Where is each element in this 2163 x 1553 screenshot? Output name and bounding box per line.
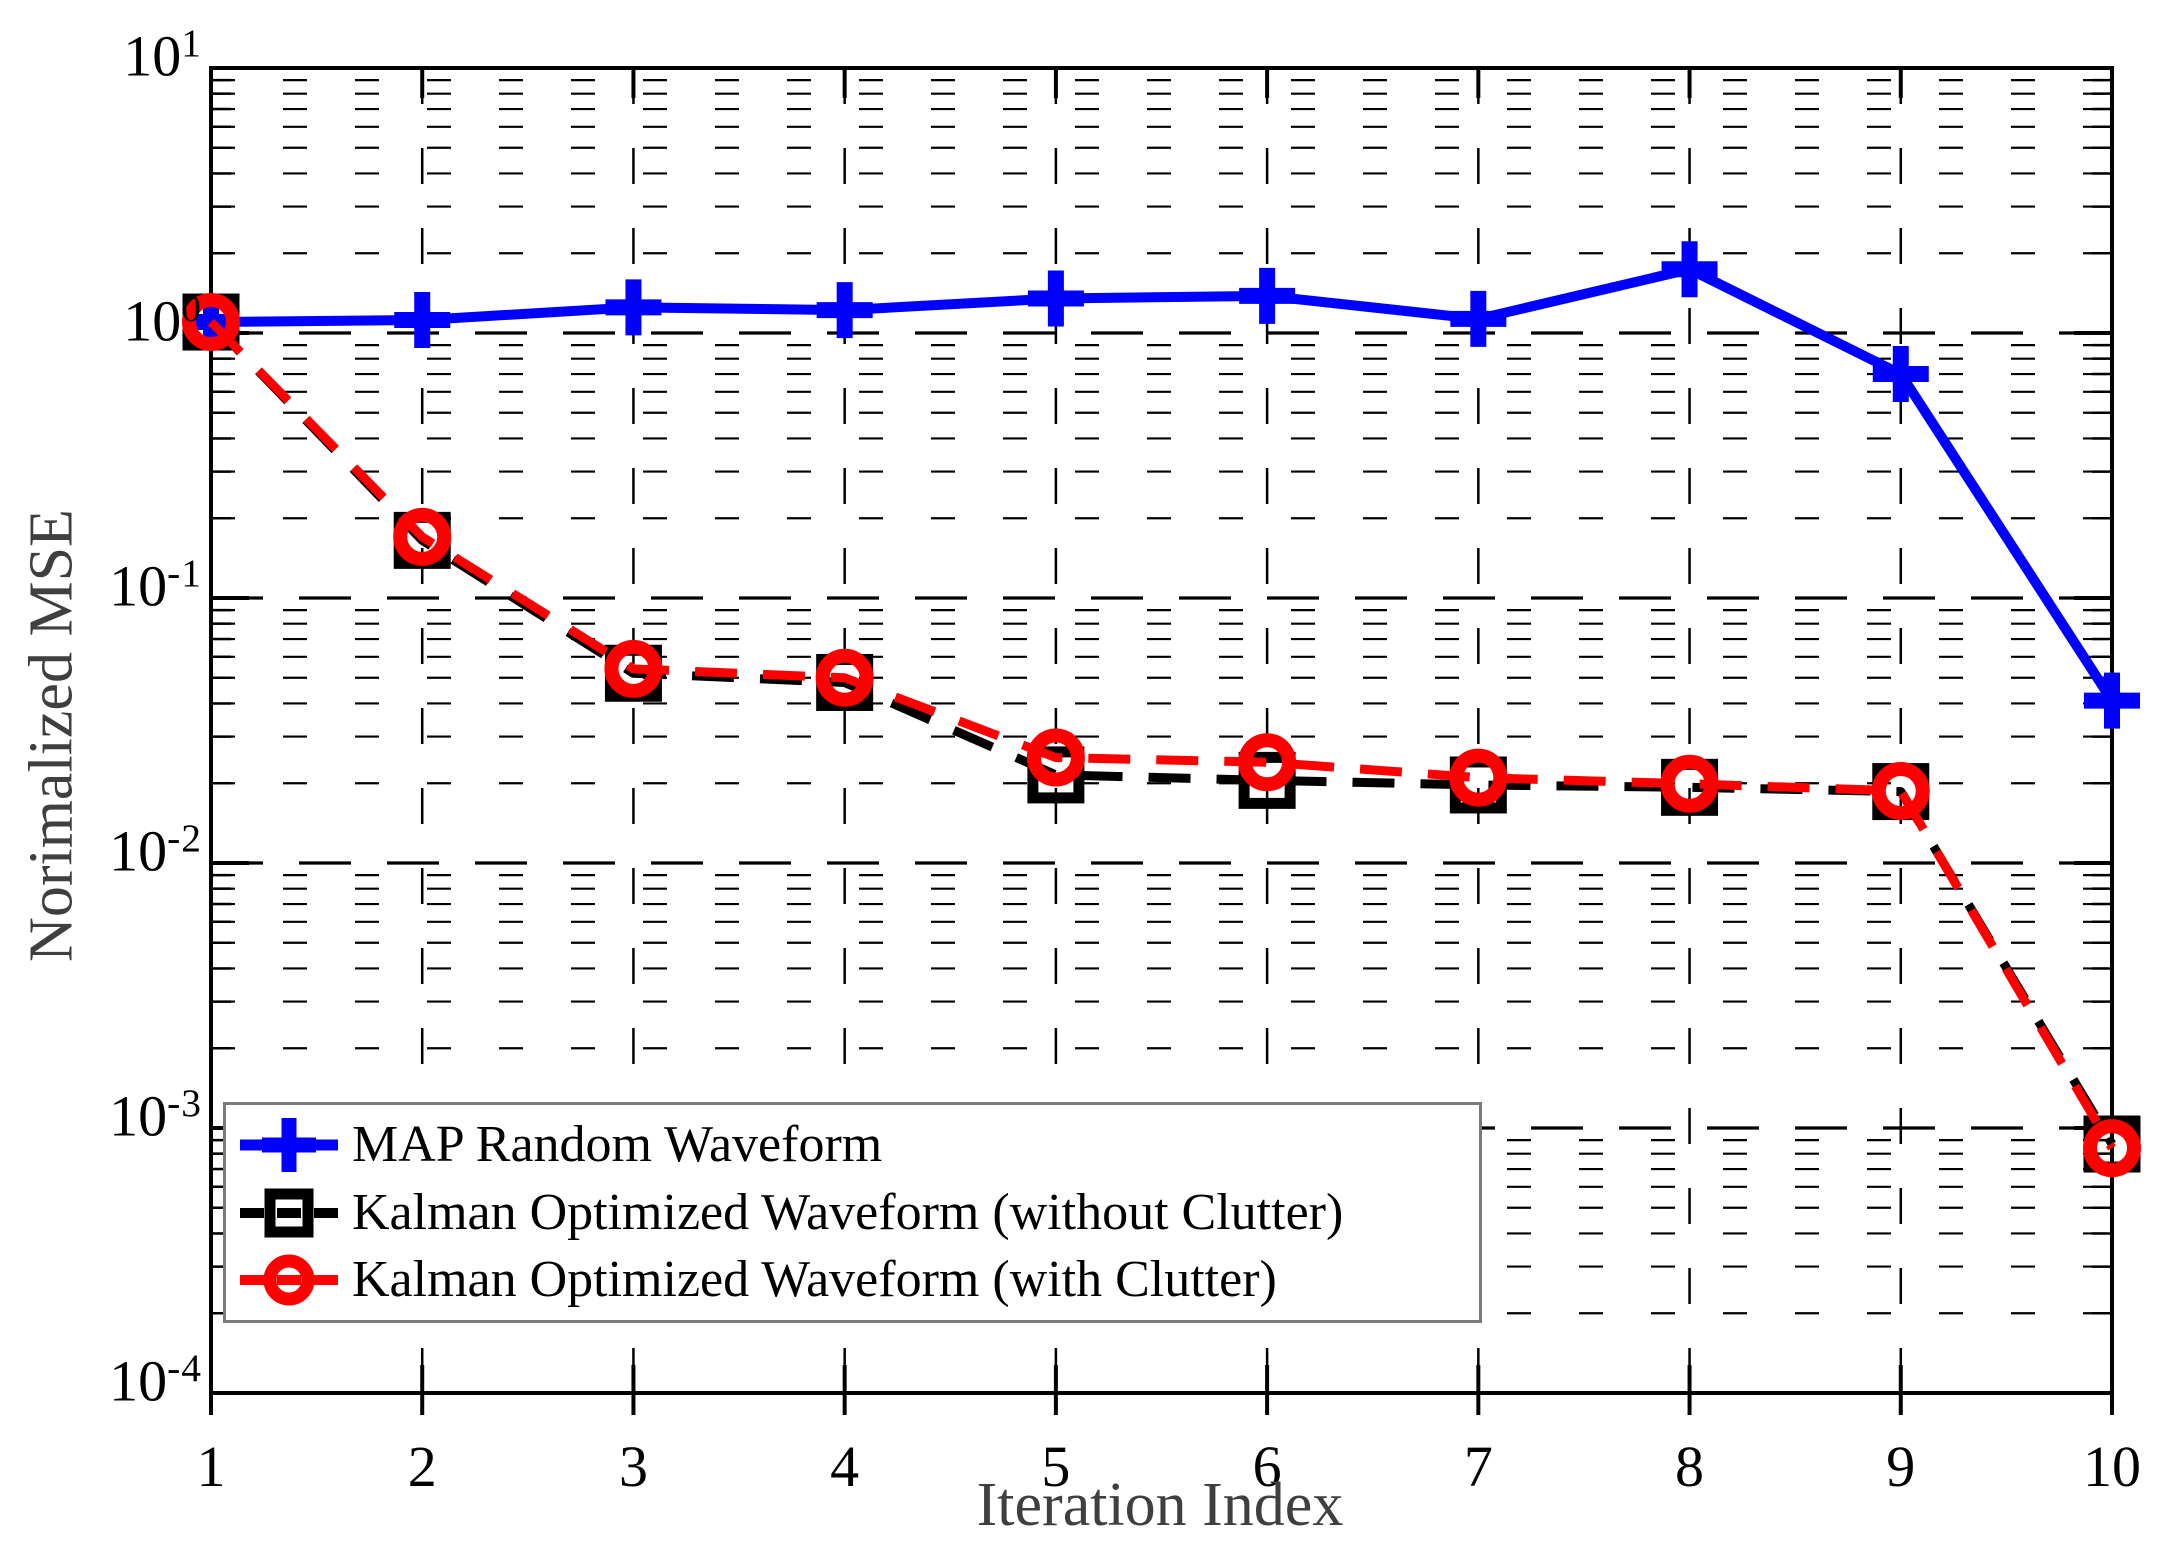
series-kalman-optimized-waveform-with-clutter <box>182 293 2141 1178</box>
y-tick-label: 101 <box>123 21 202 89</box>
legend-entry: Kalman Optimized Waveform (with Clutter) <box>238 1246 1479 1314</box>
marker-circle <box>1238 733 1297 792</box>
marker-plus <box>1450 290 1507 347</box>
x-tick-label: 2 <box>407 1434 437 1499</box>
marker-plus <box>2084 672 2140 729</box>
marker-square <box>1238 751 1296 809</box>
legend-entry: MAP Random Waveform <box>238 1111 1479 1179</box>
axis-box <box>209 66 2114 1395</box>
y-tick-label: 10-1 <box>109 551 202 619</box>
marker-circle <box>815 648 874 707</box>
series-kalman-optimized-waveform-without-clutter <box>182 293 2141 1173</box>
marker-circle <box>1660 754 1719 813</box>
x-tick-label: 7 <box>1463 1434 1493 1499</box>
square-icon <box>264 1188 314 1237</box>
axis-ticks <box>209 68 2114 1415</box>
legend-label: MAP Random Waveform <box>352 1115 883 1173</box>
x-tick-label: 5 <box>1041 1434 1071 1499</box>
legend-sample-kalman-optimized-waveform-without-clutter <box>240 1188 338 1237</box>
legend-sample-kalman-optimized-waveform-with-clutter <box>240 1254 338 1306</box>
x-tick-label: 10 <box>2083 1434 2141 1499</box>
series-map-random-waveform <box>183 241 2140 729</box>
marker-circle <box>1449 748 1508 807</box>
circle-icon <box>263 1254 315 1306</box>
marker-circle <box>182 293 240 352</box>
legend-entry: Kalman Optimized Waveform (without Clutt… <box>238 1179 1479 1247</box>
marker-plus <box>1027 270 1084 327</box>
y-axis-label: Norimalized MSE <box>17 509 86 962</box>
series-line <box>210 264 2117 704</box>
marker-circle <box>2083 1119 2141 1178</box>
x-tick-label: 8 <box>1675 1434 1705 1499</box>
legend-label: Kalman Optimized Waveform (without Clutt… <box>352 1183 1344 1241</box>
y-tick-label: 10-2 <box>109 816 202 884</box>
marker-plus <box>816 282 873 339</box>
x-tick-label: 6 <box>1252 1434 1282 1499</box>
marker-plus <box>1239 267 1296 324</box>
legend-label: Kalman Optimized Waveform (with Clutter) <box>352 1251 1277 1309</box>
plus-icon <box>262 1117 316 1172</box>
y-tick-label: 10-4 <box>109 1346 202 1414</box>
y-tick-label: 10-3 <box>109 1081 202 1149</box>
x-tick-label: 1 <box>196 1434 226 1499</box>
legend: MAP Random Waveform Kalman Optimized Wave… <box>223 1102 1482 1323</box>
marker-plus <box>394 291 451 348</box>
marker-circle <box>1871 761 1930 820</box>
marker-circle <box>604 639 663 698</box>
marker-plus <box>1661 241 1718 298</box>
x-tick-label: 3 <box>618 1434 648 1499</box>
y-tick-label: 100 <box>123 286 202 354</box>
marker-circle <box>1026 728 1085 787</box>
legend-sample-map-random-waveform <box>240 1117 338 1172</box>
marker-plus <box>1872 346 1929 403</box>
series-line <box>207 318 2116 1151</box>
marker-circle <box>393 507 452 566</box>
series-line <box>207 318 2116 1147</box>
x-tick-label: 9 <box>1886 1434 1916 1499</box>
x-tick-label: 4 <box>830 1434 860 1499</box>
x-axis-label: Iteration Index <box>976 1471 1344 1539</box>
marker-plus <box>605 279 662 336</box>
